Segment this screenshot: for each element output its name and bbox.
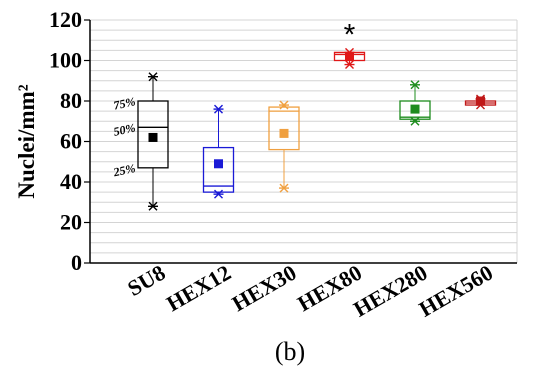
x-tick-label: HEX30 xyxy=(228,260,301,316)
y-tick-label: 0 xyxy=(71,250,82,275)
max-marker xyxy=(410,80,420,90)
min-marker xyxy=(213,189,224,199)
max-marker xyxy=(279,100,289,110)
x-tick-label: HEX12 xyxy=(162,260,235,316)
min-marker xyxy=(475,100,486,110)
min-marker xyxy=(148,201,158,211)
y-tick-label: 40 xyxy=(60,169,82,194)
y-tick-label: 20 xyxy=(60,210,82,235)
panel-label: (b) xyxy=(275,337,305,366)
box-hex280 xyxy=(399,80,431,126)
mean-marker xyxy=(214,159,223,169)
min-marker xyxy=(344,60,355,70)
mean-marker xyxy=(476,96,485,106)
box-iqr xyxy=(399,100,431,120)
mean-marker xyxy=(345,51,354,61)
x-tick-label: HEX560 xyxy=(415,260,497,322)
y-tick-label: 100 xyxy=(49,48,82,73)
max-marker xyxy=(213,104,224,114)
box-hex80 xyxy=(333,47,366,70)
x-tick-label: HEX280 xyxy=(349,260,431,322)
max-marker xyxy=(148,72,158,82)
percentile-label: 50% xyxy=(112,121,136,139)
boxes xyxy=(137,47,497,211)
box-hex30 xyxy=(268,100,300,193)
box-iqr xyxy=(202,146,235,193)
mean-marker xyxy=(279,128,289,138)
box-su8 xyxy=(137,72,169,211)
grid-lines xyxy=(90,19,518,263)
percentile-label: 75% xyxy=(112,94,136,112)
box-hex560 xyxy=(464,94,497,110)
axes: 0 20 40 60 80 100 120 xyxy=(49,7,517,275)
percentile-label: 25% xyxy=(111,161,136,179)
box-hex12 xyxy=(202,104,235,199)
box-iqr xyxy=(268,106,300,151)
y-tick-label: 80 xyxy=(60,88,82,113)
min-marker xyxy=(410,116,420,126)
max-marker xyxy=(344,47,355,57)
y-tick-label: 60 xyxy=(60,129,82,154)
mean-marker xyxy=(148,132,158,142)
significance-star: * xyxy=(344,18,356,51)
y-axis-label: Nuclei/mm² xyxy=(14,84,39,198)
y-tick-label: 120 xyxy=(49,7,82,32)
min-marker xyxy=(279,183,289,193)
mean-marker xyxy=(410,104,420,114)
box-iqr xyxy=(137,100,169,169)
